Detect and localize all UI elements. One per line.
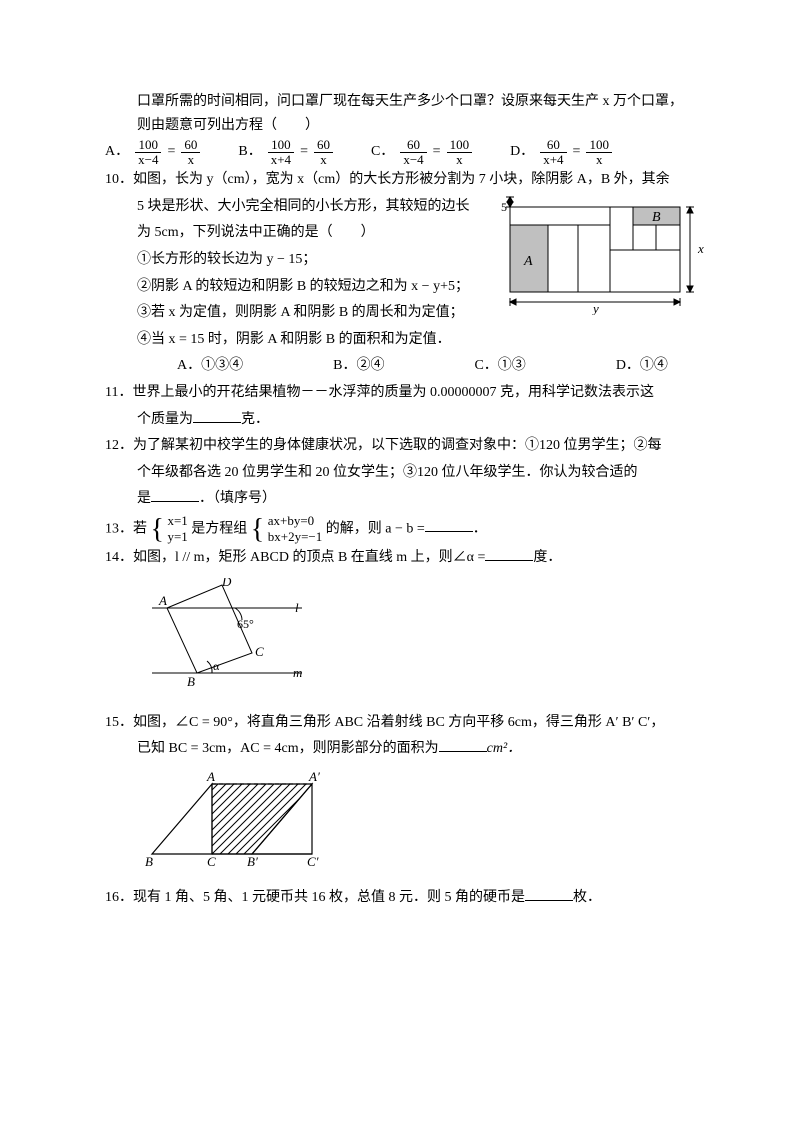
svg-text:A′: A′ [308,769,320,784]
opt-c: C．①③ [474,353,525,380]
opt-d: D．①④ [616,353,668,380]
page: 口罩所需的时间相同，问口罩厂现在每天生产多少个口罩？设原来每天生产 x 万个口罩… [0,0,793,1122]
svg-text:l: l [295,600,299,615]
svg-text:y: y [591,301,599,315]
q10-options: A．①③④ B．②④ C．①③ D．①④ [105,353,703,380]
svg-text:A: A [206,769,215,784]
svg-text:m: m [293,665,302,680]
svg-text:C: C [255,644,264,659]
q14-figure: A D C B l m 65° α [137,578,312,693]
svg-text:B: B [652,210,661,225]
svg-text:5: 5 [501,200,507,214]
svg-text:A: A [158,593,167,608]
blank [525,886,573,901]
blank [485,546,533,561]
q12-l2: 个年级都各选 20 位男学生和 20 位女学生；③120 位八年级学生．你认为较… [105,460,703,487]
q12-l3: 是．（填序号） [105,486,703,513]
q15-l2: 已知 BC = 3cm，AC = 4cm，则阴影部分的面积为cm²． [105,736,703,763]
choice-a: A． 100x−4 = 60x [105,138,202,168]
q15-figure: A A′ B C B′ C′ [137,769,367,869]
svg-text:65°: 65° [237,617,254,631]
svg-text:B′: B′ [247,854,258,869]
equation-system: { x=1y=1 [151,513,188,546]
choice-d: D． 60x+4 = 100x [510,138,614,168]
svg-text:D: D [221,578,232,589]
q-cont-line2: 则由题意可列出方程（ ） [105,114,703,138]
q10-l1: 10．如图，长为 y（cm），宽为 x（cm）的大长方形被分割为 7 小块，除阴… [105,167,703,194]
equation-system: { ax+by=0bx+2y=−1 [251,513,322,546]
choice-b: B． 100x+4 = 60x [238,138,335,168]
opt-b: B．②④ [333,353,384,380]
q-cont-choices: A． 100x−4 = 60x B． 100x+4 = 60x C． 60x−4… [105,138,703,168]
q16: 16．现有 1 角、5 角、1 元硬币共 16 枚，总值 8 元．则 5 角的硬… [105,885,703,912]
svg-text:C′: C′ [307,854,319,869]
blank [439,737,487,752]
blank [425,517,473,532]
blank [151,487,199,502]
svg-text:B: B [145,854,153,869]
svg-text:A: A [523,254,533,269]
choice-c: C． 60x−4 = 100x [371,138,474,168]
fraction: 100x−4 [135,138,161,168]
blank [193,408,241,423]
q10: 10．如图，长为 y（cm），宽为 x（cm）的大长方形被分割为 7 小块，除阴… [105,167,703,380]
q-cont-line1: 口罩所需的时间相同，问口罩厂现在每天生产多少个口罩？设原来每天生产 x 万个口罩… [105,90,703,114]
q14: 14．如图，l // m，矩形 ABCD 的顶点 B 在直线 m 上，则∠α =… [105,545,703,572]
opt-a: A．①③④ [177,353,243,380]
q12-l1: 12．为了解某初中校学生的身体健康状况，以下选取的调查对象中：①120 位男学生… [105,433,703,460]
q11: 11．世界上最小的开花结果植物－－水浮萍的质量为 0.00000007 克，用科… [105,380,703,407]
svg-text:x: x [697,241,704,256]
svg-text:C: C [207,854,216,869]
q10-i4: ④当 x = 15 时，阴影 A 和阴影 B 的面积和为定值． [105,327,703,354]
q11-l2: 个质量为克． [105,407,703,434]
q13: 13．若 { x=1y=1 是方程组 { ax+by=0bx+2y=−1 的解，… [105,513,703,546]
fraction: 60x [181,138,200,168]
svg-text:α: α [213,659,220,673]
q10-figure: 5 A B x y [498,195,713,315]
q15-l1: 15．如图，∠C = 90°，将直角三角形 ABC 沿着射线 BC 方向平移 6… [105,710,703,737]
svg-text:B: B [187,674,195,689]
